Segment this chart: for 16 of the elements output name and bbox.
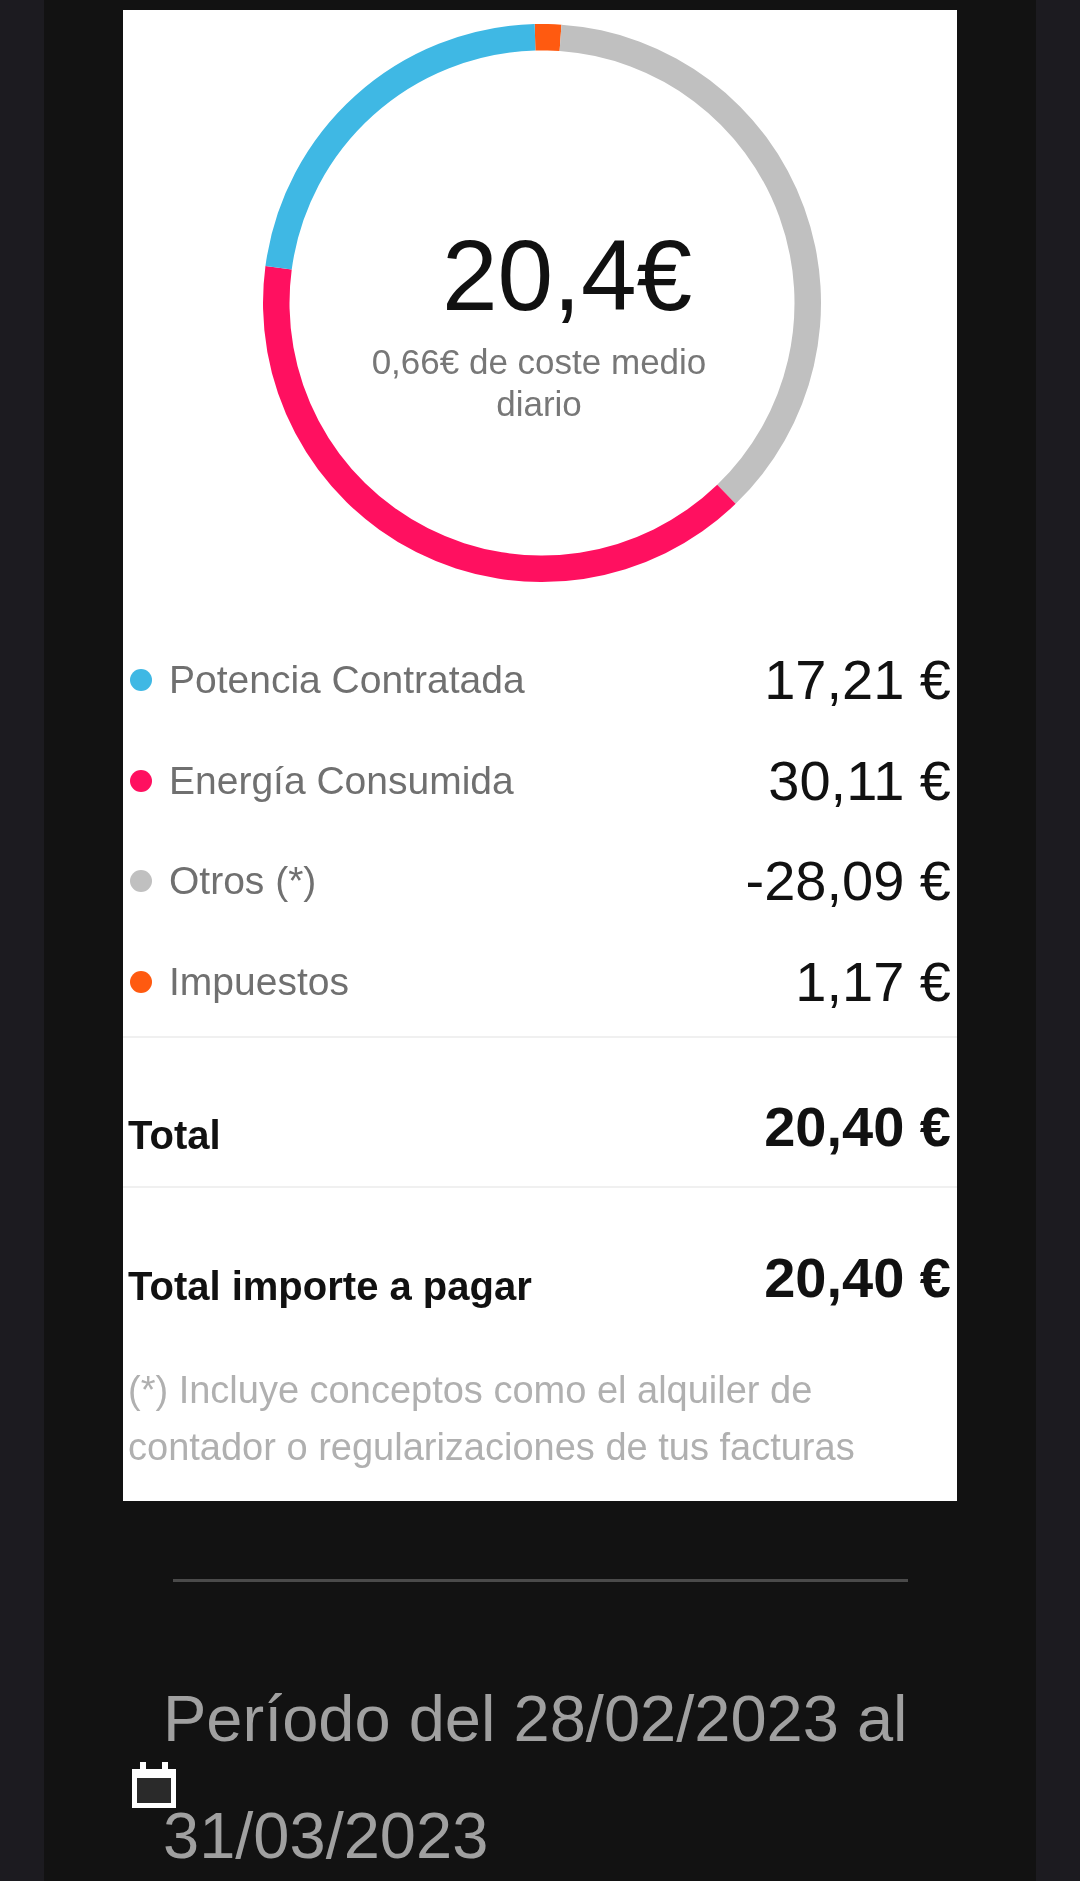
legend-label: Otros (*) [169, 858, 317, 905]
data-label: 17,21 € [764, 648, 951, 713]
text: 20,40 € [764, 1095, 951, 1159]
text: Período del 28/02/2023 al 31/03/2023 [163, 1681, 909, 1874]
text: Total [128, 1112, 221, 1159]
text: -28,09 € [745, 849, 951, 914]
text: 0,66€ de coste medio diario [370, 341, 708, 425]
text: (*) Incluye conceptos como el alquiler de contador o regularizaciones de tus facturas [128, 1368, 856, 1470]
legend-label: Impuestos [169, 958, 349, 1005]
text: 20,4€ [440, 219, 694, 331]
text: Total importe a pagar [128, 1263, 532, 1310]
legend-label: Potencia Contratada [169, 657, 525, 704]
data-label: 30,11 € [768, 748, 951, 813]
legend-label: Energía Consumida [169, 757, 514, 804]
text: 20,40 € [764, 1246, 951, 1310]
data-label: 1,17 € [795, 949, 951, 1014]
